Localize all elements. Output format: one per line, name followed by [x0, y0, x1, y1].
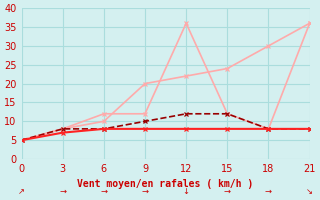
Text: →: → — [224, 187, 231, 196]
Text: ↘: ↘ — [306, 187, 313, 196]
Text: →: → — [100, 187, 107, 196]
Text: →: → — [265, 187, 272, 196]
Text: →: → — [59, 187, 66, 196]
Text: ↓: ↓ — [183, 187, 190, 196]
Text: ↗: ↗ — [18, 187, 25, 196]
Text: →: → — [141, 187, 148, 196]
X-axis label: Vent moyen/en rafales ( km/h ): Vent moyen/en rafales ( km/h ) — [77, 179, 254, 189]
